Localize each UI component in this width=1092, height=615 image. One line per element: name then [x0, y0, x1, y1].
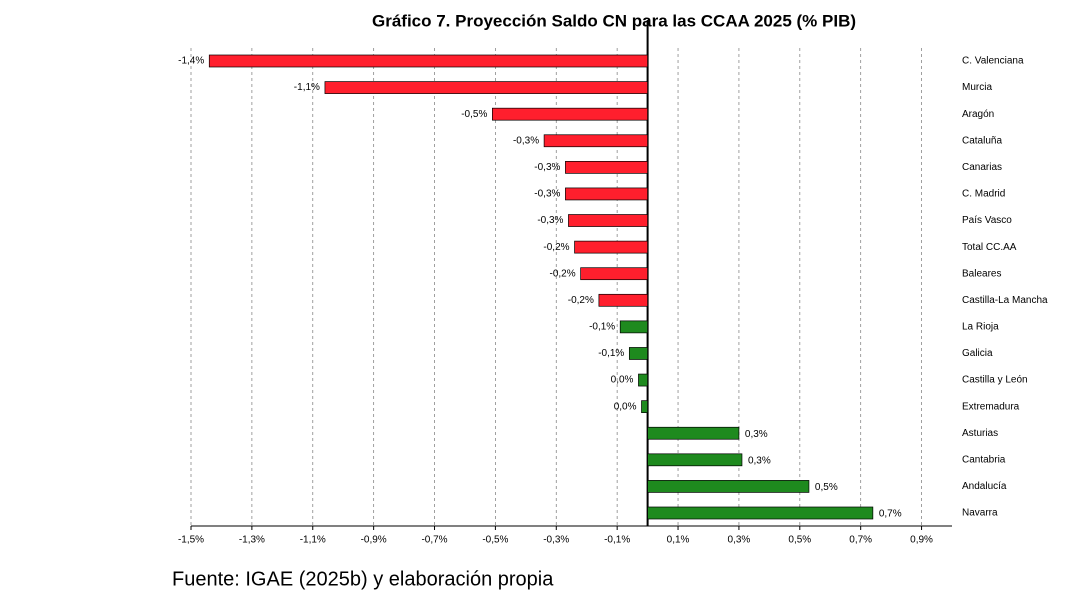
x-tick-label: -0,9% [361, 535, 387, 546]
value-label: 0,3% [748, 455, 771, 466]
bar [574, 240, 648, 254]
bar [619, 320, 648, 334]
value-label: -1,1% [294, 82, 320, 93]
bar [628, 347, 648, 360]
bar [638, 373, 648, 387]
x-tick-label: -1,3% [239, 535, 265, 546]
x-tick-label: 0,5% [788, 535, 811, 546]
x-tick-label: 0,9% [910, 535, 933, 546]
category-label: Cantabria [962, 454, 1006, 465]
value-label: -0,3% [537, 215, 563, 226]
category-label: La Rioja [962, 322, 999, 333]
value-label: -0,2% [550, 268, 576, 279]
category-label: Castilla-La Mancha [962, 295, 1048, 306]
x-tick-label: -0,3% [543, 535, 569, 546]
x-tick-label: -0,5% [482, 535, 508, 546]
value-label: 0,0% [614, 401, 637, 412]
category-label: C. Valenciana [962, 56, 1024, 67]
category-label: Castilla y León [962, 375, 1028, 386]
bar [543, 134, 648, 148]
value-label: -0,1% [589, 322, 615, 333]
bar [565, 187, 648, 201]
bar [492, 107, 648, 121]
x-tick-label: 0,3% [728, 535, 751, 546]
category-label: Navarra [962, 508, 998, 519]
bar [208, 54, 648, 68]
category-label: Cataluña [962, 135, 1002, 146]
category-label: País Vasco [962, 215, 1012, 226]
value-label: -0,1% [598, 348, 624, 359]
bar [647, 426, 740, 440]
bar [647, 480, 810, 493]
x-tick-label: -0,7% [421, 535, 447, 546]
category-label: Aragón [962, 109, 994, 120]
chart-title: Gráfico 7. Proyección Saldo CN para las … [372, 11, 856, 30]
bar [565, 161, 648, 174]
x-tick-label: 0,7% [849, 535, 872, 546]
category-label: Andalucía [962, 481, 1007, 492]
value-label: -0,3% [534, 189, 560, 200]
category-label: Extremadura [962, 401, 1020, 412]
value-label: 0,5% [815, 482, 838, 493]
value-label: 0,3% [745, 429, 768, 440]
category-label: Canarias [962, 162, 1002, 173]
bar [647, 453, 743, 467]
value-label: -0,3% [513, 135, 539, 146]
x-tick-label: -1,5% [178, 535, 204, 546]
category-label: Total CC.AA [962, 242, 1017, 253]
x-tick-label: -1,1% [300, 535, 326, 546]
category-label: Galicia [962, 348, 993, 359]
value-label: 0,0% [611, 375, 634, 386]
bar [598, 293, 648, 307]
bar [641, 400, 648, 413]
value-label: -0,2% [568, 295, 594, 306]
value-label: -0,3% [534, 162, 560, 173]
value-label: -0,2% [543, 242, 569, 253]
category-label: C. Madrid [962, 189, 1005, 200]
value-label: -1,4% [178, 56, 204, 67]
category-label: Asturias [962, 428, 998, 439]
bar [568, 214, 648, 227]
bar [647, 506, 874, 520]
category-label: Murcia [962, 82, 992, 93]
source: Fuente: IGAE (2025b) y elaboración propi… [172, 568, 554, 590]
value-label: 0,7% [879, 509, 902, 520]
category-label: Baleares [962, 268, 1001, 279]
bar [580, 267, 648, 281]
x-tick-label: 0,1% [667, 535, 690, 546]
bar [324, 81, 648, 94]
value-label: -0,5% [461, 109, 487, 120]
x-tick-label: -0,1% [604, 535, 630, 546]
